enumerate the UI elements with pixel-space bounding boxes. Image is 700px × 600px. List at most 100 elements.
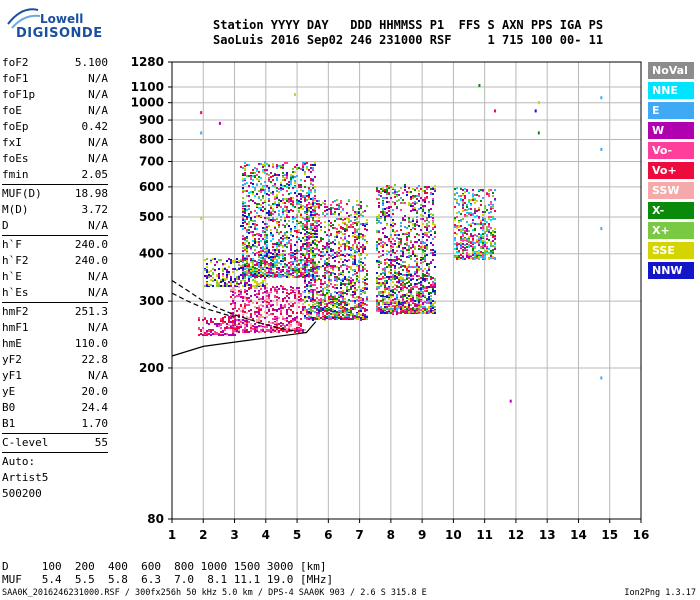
echo-dot [334,220,336,222]
echo-dot [276,218,278,220]
echo-dot [388,278,390,280]
echo-dot [422,205,424,207]
echo-dot [248,280,250,282]
echo-dot [300,225,302,227]
echo-dot [238,323,240,325]
echo-dot [358,265,360,267]
echo-dot [350,294,352,296]
echo-dot [280,231,282,233]
echo-dot [342,311,344,313]
echo-dot [216,274,218,276]
echo-dot [254,216,256,218]
echo-dot [326,305,328,307]
echo-dot [262,246,264,248]
echo-dot [328,257,330,259]
echo-dot [226,271,228,273]
echo-dot [268,314,270,316]
echo-dot [322,238,324,240]
echo-dot [250,285,252,287]
echo-dot [288,184,290,186]
echo-dot [362,246,364,248]
echo-dot [348,290,350,292]
echo-dot [242,310,244,312]
echo-dot [286,292,288,294]
echo-dot [314,262,316,264]
echo-dot [394,223,396,225]
echo-dot [244,297,246,299]
echo-dot [274,254,276,256]
echo-dot [322,313,324,315]
echo-dot [278,288,280,290]
echo-dot [290,203,292,205]
echo-dot [326,284,328,286]
echo-dot [284,257,286,259]
echo-dot [352,294,354,296]
echo-dot [278,210,280,212]
echo-dot [328,315,330,317]
echo-dot [242,187,244,189]
echo-dot [410,255,412,257]
echo-dot [422,306,424,308]
echo-dot [266,287,268,289]
echo-dot [418,266,420,268]
echo-dot [318,254,320,256]
echo-dot [246,209,248,211]
echo-dot [380,278,382,280]
echo-dot [422,190,424,192]
echo-dot [262,284,264,286]
echo-dot [404,184,406,186]
echo-dot [244,174,246,176]
echo-dot [276,174,278,176]
echo-dot [340,291,342,293]
echo-dot [338,203,340,205]
echo-dot [410,304,412,306]
param-name: M(D) [2,203,29,216]
echo-dot [284,330,286,332]
echo-dot [266,173,268,175]
echo-dot [422,236,424,238]
echo-dot [316,203,318,205]
echo-dot [392,246,394,248]
echo-dot [310,203,312,205]
echo-dot [326,234,328,236]
echo-dot [378,303,380,305]
echo-dot [272,208,274,210]
echo-dot [362,266,364,268]
echo-dot [270,252,272,254]
echo-dot [306,309,308,311]
echo-dot [294,186,296,188]
param-value: N/A [88,321,108,334]
artist-info: 500200 [2,487,42,500]
echo-dot [388,210,390,212]
param-name: hmE [2,337,22,350]
echo-dot [406,271,408,273]
echo-dot [328,291,330,293]
echo-dot [316,247,318,249]
echo-dot [354,259,356,261]
echo-dot [252,175,254,177]
echo-dot [306,228,308,230]
echo-dot [328,271,330,273]
echo-dot [244,249,246,251]
echo-dot [270,181,272,183]
echo-dot [312,167,314,169]
echo-dot [282,270,284,272]
echo-dot [340,272,342,274]
echo-dot [276,255,278,257]
echo-dot [270,219,272,221]
echo-dot [424,250,426,252]
echo-dot [206,263,208,265]
echo-dot [356,306,358,308]
echo-dot [310,247,312,249]
echo-dot [330,248,332,250]
echo-dot [338,213,340,215]
echo-dot [306,166,308,168]
echo-dot [288,297,290,299]
echo-dot [304,306,306,308]
echo-dot [260,325,262,327]
echo-dot [386,308,388,310]
echo-dot [296,249,298,251]
echo-dot [292,261,294,263]
echo-dot [294,276,296,278]
echo-dot [432,203,434,205]
